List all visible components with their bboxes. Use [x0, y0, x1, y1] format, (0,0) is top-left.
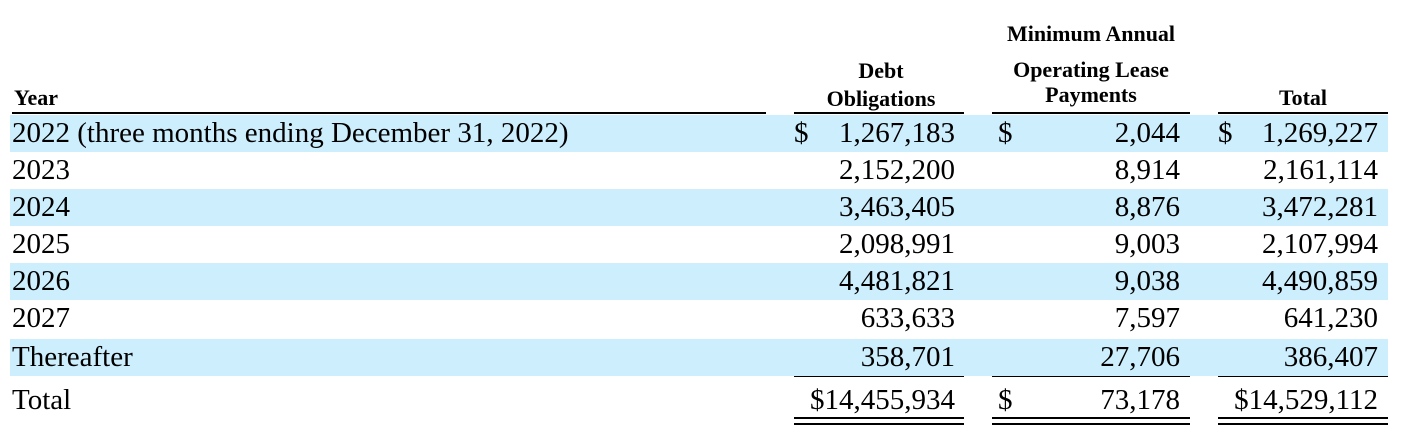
total-value: 641,230 — [1283, 302, 1378, 334]
row-label: 2022 (three months ending December 31, 2… — [12, 117, 569, 149]
header-debt-line2: Obligations — [826, 86, 936, 111]
double-rule-total — [1218, 417, 1388, 425]
debt-value: 3,463,405 — [839, 191, 955, 223]
currency-symbol: $ — [794, 117, 809, 149]
lease-value: 9,003 — [1114, 228, 1180, 260]
header-rule-debt — [794, 112, 964, 114]
total-debt-value: $14,455,934 — [810, 384, 955, 416]
header-rule-lease — [992, 112, 1190, 114]
row-label: Thereafter — [12, 341, 133, 373]
header-rule-total — [1218, 112, 1388, 114]
row-label: 2027 — [12, 302, 70, 334]
debt-value: 1,267,183 — [839, 117, 955, 149]
table-row: 2024 3,463,405 8,876 3,472,281 — [0, 189, 1402, 226]
header-lease-line1: Minimum Annual — [1006, 21, 1176, 46]
table-row: 2027 633,633 7,597 641,230 — [0, 300, 1402, 337]
currency-symbol: $ — [998, 384, 1013, 416]
total-row: Total $14,455,934 $ 73,178 $14,529,112 — [0, 382, 1402, 419]
total-value: 386,407 — [1283, 341, 1378, 373]
header-year: Year — [14, 85, 58, 110]
lease-value: 2,044 — [1114, 117, 1180, 149]
lease-value: 27,706 — [1100, 341, 1180, 373]
debt-value: 4,481,821 — [839, 265, 955, 297]
lease-value: 9,038 — [1114, 265, 1180, 297]
total-label: Total — [12, 384, 72, 416]
table-row: 2023 2,152,200 8,914 2,161,114 — [0, 152, 1402, 189]
currency-symbol: $ — [1218, 117, 1233, 149]
total-value: 3,472,281 — [1262, 191, 1378, 223]
header-lease-line2: Operating Lease — [1013, 57, 1169, 82]
table-row: 2026 4,481,821 9,038 4,490,859 — [0, 263, 1402, 300]
total-value: 4,490,859 — [1262, 265, 1378, 297]
lease-value: 8,876 — [1114, 191, 1180, 223]
table-row: 2022 (three months ending December 31, 2… — [0, 115, 1402, 152]
debt-value: 2,098,991 — [839, 228, 955, 260]
row-label: 2024 — [12, 191, 70, 223]
row-label: 2025 — [12, 228, 70, 260]
table-row: 2025 2,098,991 9,003 2,107,994 — [0, 226, 1402, 263]
header-debt-obligations: Debt Obligations — [798, 56, 964, 112]
row-label: 2026 — [12, 265, 70, 297]
subtotal-rule-debt — [794, 376, 964, 377]
header-debt-line1: Debt — [858, 58, 904, 83]
header-operating-lease: Minimum Annual Operating Lease Payments — [992, 16, 1190, 108]
grand-total-value: $14,529,112 — [1234, 384, 1378, 416]
debt-value: 2,152,200 — [839, 154, 955, 186]
row-label: 2023 — [12, 154, 70, 186]
debt-value: 358,701 — [860, 341, 955, 373]
lease-value: 8,914 — [1114, 154, 1180, 186]
header-total: Total — [1278, 85, 1328, 110]
subtotal-rule-total — [1218, 376, 1388, 377]
subtotal-rule-lease — [992, 376, 1190, 377]
total-value: 1,269,227 — [1262, 117, 1378, 149]
header-lease-line3: Payments — [1045, 82, 1137, 107]
double-rule-lease — [992, 417, 1190, 425]
total-value: 2,161,114 — [1263, 154, 1378, 186]
double-rule-debt — [794, 417, 964, 425]
total-value: 2,107,994 — [1262, 228, 1378, 260]
lease-value: 7,597 — [1114, 302, 1180, 334]
header-rule-year — [12, 112, 766, 114]
table-row: Thereafter 358,701 27,706 386,407 — [0, 339, 1402, 376]
total-lease-value: 73,178 — [1100, 384, 1180, 416]
debt-value: 633,633 — [860, 302, 955, 334]
currency-symbol: $ — [998, 117, 1013, 149]
